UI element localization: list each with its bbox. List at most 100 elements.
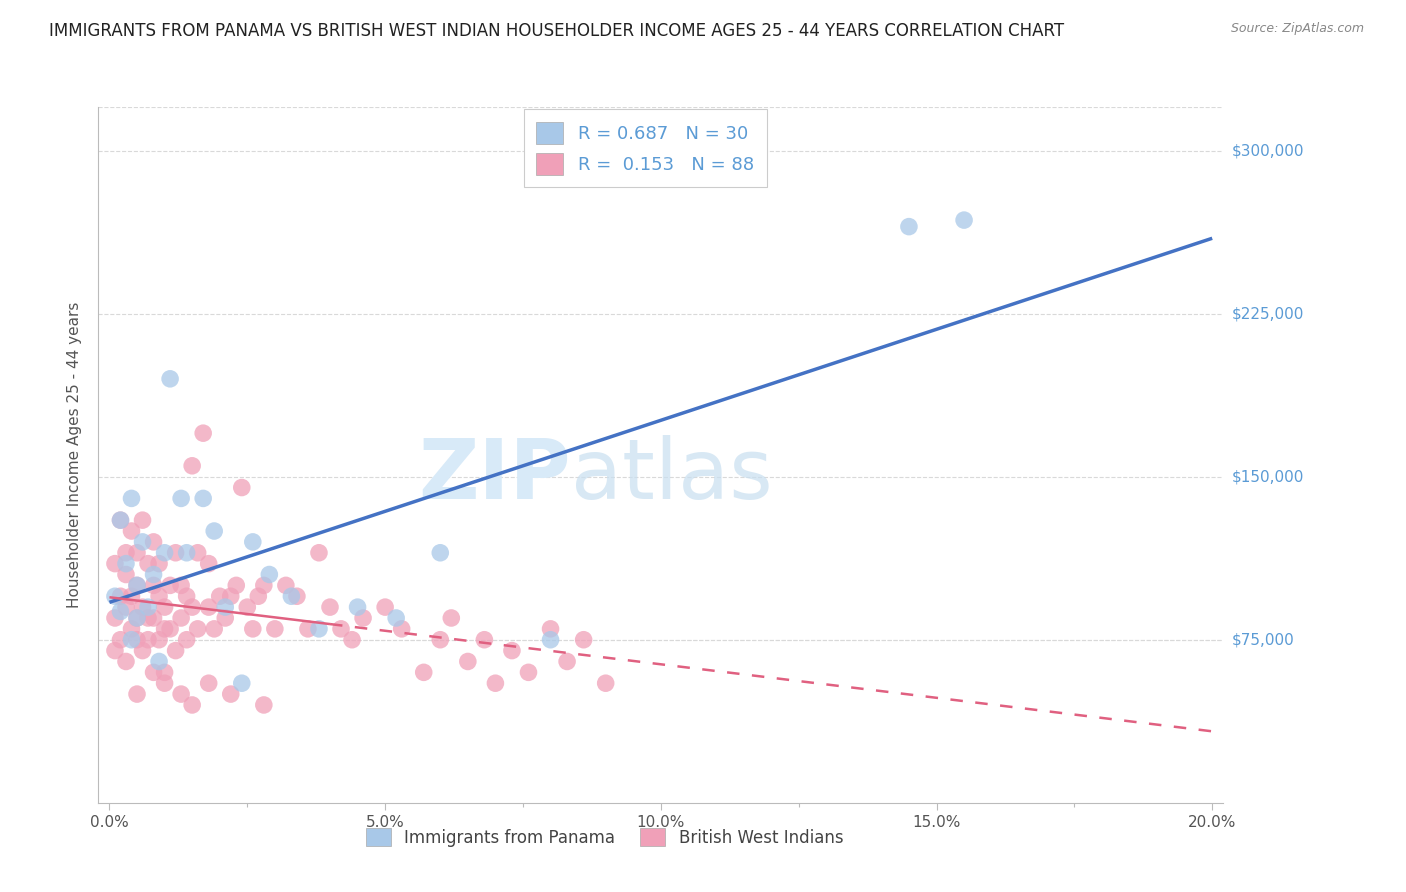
Point [170,578,193,592]
Point [176,589,198,603]
Point [125,578,148,592]
Point [125,687,148,701]
Point [429,546,451,560]
Text: $300,000: $300,000 [1232,143,1303,158]
Point [104,557,127,571]
Point [429,632,451,647]
Point [125,611,148,625]
Point [897,219,920,234]
Point [121,491,143,506]
Point [346,600,368,615]
Point [214,600,236,615]
Point [308,622,330,636]
Point [142,611,165,625]
Point [187,546,209,560]
Point [153,676,176,690]
Point [125,578,148,592]
Point [253,578,276,592]
Point [197,600,219,615]
Point [197,557,219,571]
Point [110,513,132,527]
Point [159,578,181,592]
Point [165,643,187,657]
Point [110,589,132,603]
Point [176,632,198,647]
Point [193,491,215,506]
Point [136,557,159,571]
Text: IMMIGRANTS FROM PANAMA VS BRITISH WEST INDIAN HOUSEHOLDER INCOME AGES 25 - 44 YE: IMMIGRANTS FROM PANAMA VS BRITISH WEST I… [49,22,1064,40]
Point [474,632,496,647]
Point [110,632,132,647]
Point [219,687,242,701]
Point [219,589,242,603]
Point [197,676,219,690]
Point [259,567,281,582]
Point [121,622,143,636]
Point [115,546,138,560]
Point [104,643,127,657]
Point [484,676,506,690]
Point [153,546,176,560]
Point [202,524,225,538]
Point [159,372,181,386]
Point [181,600,204,615]
Point [572,632,595,647]
Legend: Immigrants from Panama, British West Indians: Immigrants from Panama, British West Ind… [360,822,849,854]
Point [153,665,176,680]
Point [352,611,374,625]
Point [131,643,153,657]
Point [595,676,617,690]
Point [231,481,253,495]
Point [242,622,264,636]
Point [540,632,562,647]
Point [170,687,193,701]
Point [391,622,413,636]
Point [148,632,170,647]
Point [142,534,165,549]
Point [555,655,578,669]
Point [115,557,138,571]
Point [142,665,165,680]
Point [253,698,276,712]
Point [104,589,127,603]
Point [285,589,308,603]
Point [159,622,181,636]
Point [297,622,319,636]
Point [131,600,153,615]
Point [176,546,198,560]
Point [153,600,176,615]
Point [148,589,170,603]
Point [125,611,148,625]
Point [236,600,259,615]
Point [170,491,193,506]
Point [308,546,330,560]
Point [412,665,434,680]
Point [125,546,148,560]
Point [142,567,165,582]
Point [319,600,342,615]
Point [136,632,159,647]
Point [121,632,143,647]
Point [208,589,231,603]
Point [263,622,285,636]
Point [121,589,143,603]
Point [153,622,176,636]
Point [247,589,270,603]
Point [374,600,396,615]
Point [115,567,138,582]
Point [187,622,209,636]
Point [517,665,540,680]
Text: $75,000: $75,000 [1232,632,1295,648]
Point [121,524,143,538]
Point [131,534,153,549]
Point [115,600,138,615]
Point [457,655,479,669]
Point [953,213,976,227]
Point [110,513,132,527]
Point [181,458,204,473]
Point [136,600,159,615]
Point [165,546,187,560]
Point [170,611,193,625]
Text: $225,000: $225,000 [1232,306,1303,321]
Point [131,513,153,527]
